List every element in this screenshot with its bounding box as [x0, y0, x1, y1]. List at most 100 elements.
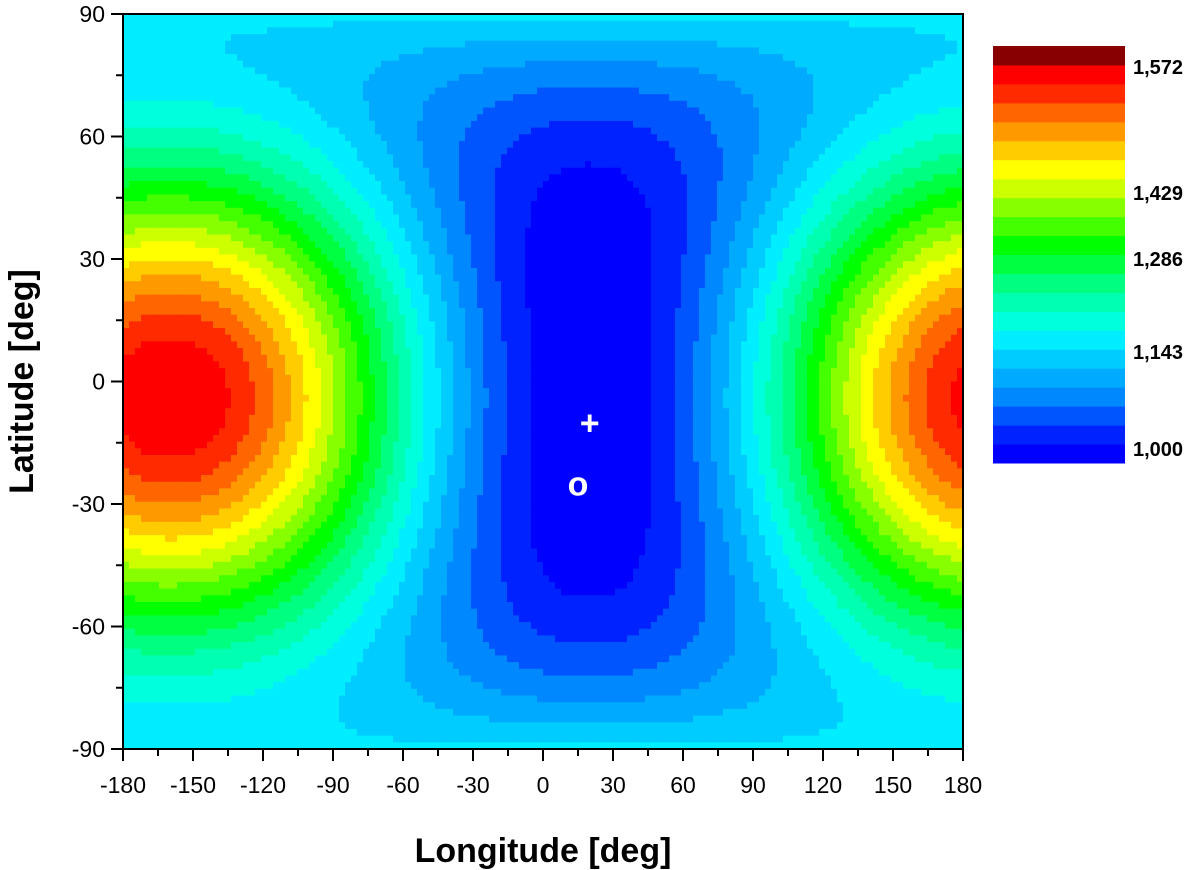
contour-cell	[225, 114, 232, 122]
contour-cell	[213, 161, 220, 169]
contour-cell	[861, 60, 868, 69]
contour-cell	[909, 27, 916, 35]
contour-cell	[555, 161, 562, 169]
contour-cell	[621, 60, 628, 69]
contour-cell	[897, 134, 904, 142]
contour-cell	[597, 147, 604, 155]
contour-cell	[189, 20, 196, 28]
contour-cell	[633, 67, 640, 75]
contour-cell	[693, 80, 700, 89]
contour-cell	[711, 60, 718, 69]
contour-cell	[597, 234, 604, 242]
contour-cell	[477, 227, 484, 236]
contour-cell	[909, 174, 916, 182]
contour-cell	[315, 74, 322, 82]
contour-cell	[651, 100, 658, 109]
contour-cell	[297, 54, 304, 62]
contour-cell	[327, 114, 334, 122]
contour-cell	[759, 167, 766, 175]
contour-cell	[855, 14, 862, 22]
contour-cell	[939, 147, 946, 155]
contour-cell	[219, 147, 226, 155]
contour-cell	[597, 94, 604, 102]
contour-cell	[423, 67, 430, 75]
contour-cell	[153, 107, 160, 115]
contour-cell	[225, 181, 232, 189]
contour-cell	[303, 214, 310, 222]
contour-cell	[543, 54, 550, 62]
contour-cell	[411, 214, 418, 222]
contour-cell	[375, 47, 382, 55]
contour-cell	[789, 207, 796, 216]
contour-cell	[777, 80, 784, 89]
contour-cell	[555, 94, 562, 102]
contour-cell	[501, 54, 508, 62]
contour-cell	[777, 227, 784, 236]
contour-cell	[165, 161, 172, 169]
contour-cell	[663, 47, 670, 55]
contour-cell	[675, 140, 682, 149]
contour-cell	[207, 27, 214, 35]
contour-cell	[675, 67, 682, 75]
contour-cell	[237, 140, 244, 149]
contour-cell	[627, 67, 634, 75]
contour-cell	[681, 174, 688, 182]
contour-cell	[273, 134, 280, 142]
contour-cell	[957, 161, 964, 169]
contour-cell	[501, 27, 508, 35]
contour-cell	[519, 60, 526, 69]
contour-cell	[915, 34, 922, 42]
contour-cell	[261, 107, 268, 115]
contour-cell	[729, 114, 736, 122]
contour-cell	[225, 241, 232, 249]
contour-cell	[153, 207, 160, 216]
contour-cell	[495, 114, 502, 122]
contour-cell	[153, 134, 160, 142]
contour-cell	[765, 154, 772, 162]
contour-cell	[885, 34, 892, 42]
contour-cell	[657, 20, 664, 28]
contour-cell	[759, 47, 766, 55]
contour-cell	[267, 114, 274, 122]
contour-cell	[321, 134, 328, 142]
contour-cell	[633, 161, 640, 169]
contour-cell	[711, 241, 718, 249]
contour-cell	[729, 107, 736, 115]
contour-cell	[705, 194, 712, 202]
contour-cell	[279, 214, 286, 222]
contour-cell	[495, 161, 502, 169]
contour-cell	[651, 67, 658, 75]
contour-cell	[519, 120, 526, 129]
contour-cell	[639, 40, 646, 49]
contour-cell	[567, 227, 574, 236]
contour-cell	[681, 54, 688, 62]
contour-cell	[663, 60, 670, 69]
contour-cell	[297, 167, 304, 175]
contour-cell	[129, 181, 136, 189]
contour-cell	[177, 120, 184, 129]
contour-cell	[525, 74, 532, 82]
contour-cell	[321, 100, 328, 109]
contour-cell	[471, 107, 478, 115]
contour-cell	[423, 60, 430, 69]
contour-cell	[183, 34, 190, 42]
contour-cell	[333, 127, 340, 135]
contour-cell	[279, 140, 286, 149]
contour-cell	[183, 94, 190, 102]
contour-cell	[195, 100, 202, 109]
contour-cell	[477, 247, 484, 256]
contour-cell	[399, 187, 406, 196]
contour-cell	[123, 87, 130, 95]
contour-cell	[249, 127, 256, 135]
contour-cell	[471, 221, 478, 229]
contour-cell	[555, 87, 562, 95]
contour-cell	[861, 107, 868, 115]
contour-cell	[237, 34, 244, 42]
contour-cell	[729, 227, 736, 236]
contour-cell	[795, 127, 802, 135]
contour-cell	[459, 167, 466, 175]
contour-cell	[429, 181, 436, 189]
contour-cell	[693, 247, 700, 256]
contour-cell	[873, 14, 880, 22]
contour-cell	[543, 247, 550, 256]
